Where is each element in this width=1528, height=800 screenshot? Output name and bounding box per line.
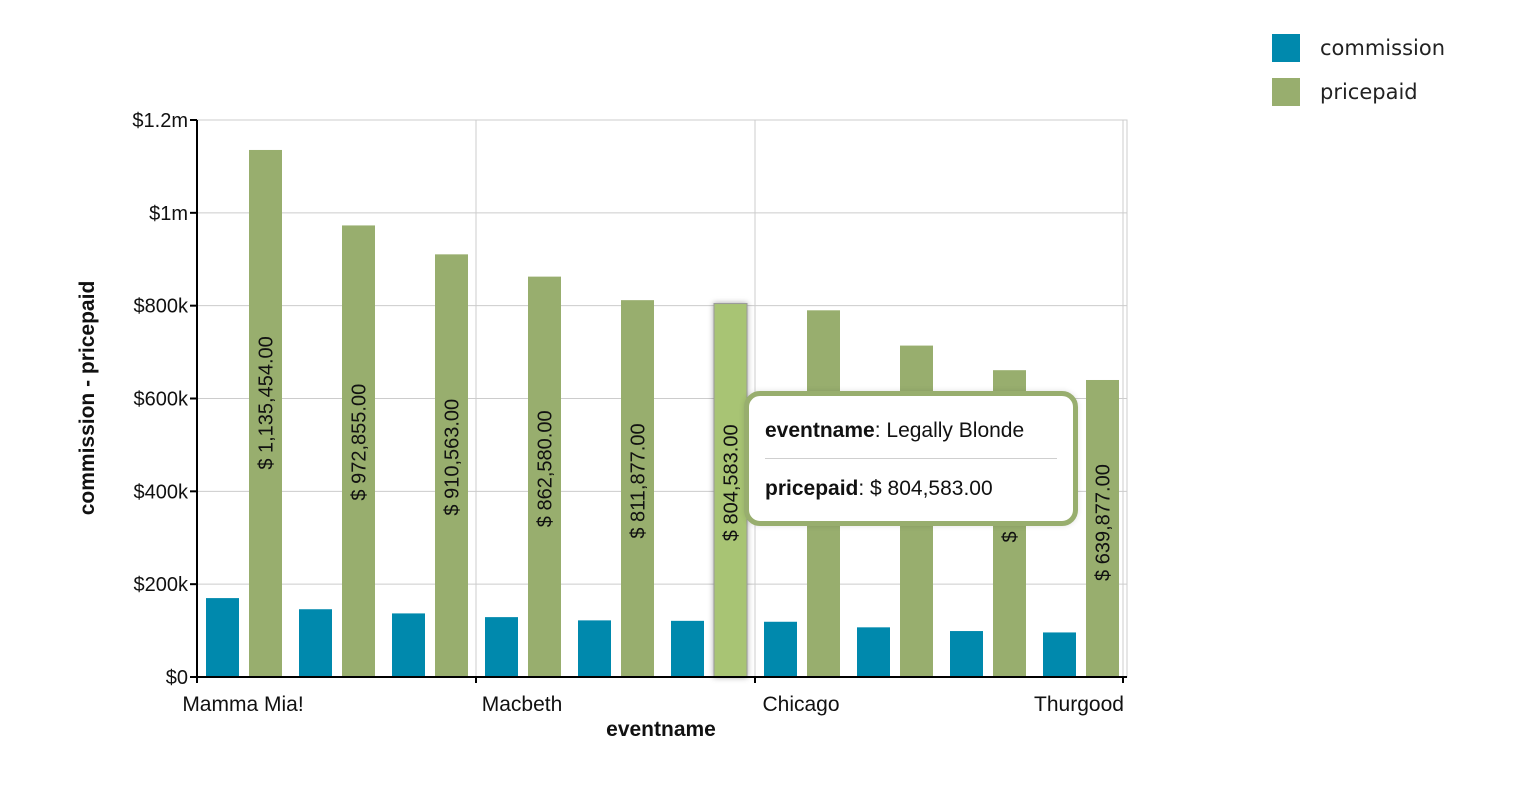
commission-bar-3 [485, 617, 518, 677]
x-tick-label-6: Chicago [762, 693, 839, 716]
pricepaid-bar-1 [342, 225, 375, 677]
y-tick-label-1: $200k [134, 574, 189, 596]
legend-swatch-commission [1272, 34, 1300, 62]
legend-swatch-pricepaid [1272, 78, 1300, 106]
pricepaid-bar-2 [435, 254, 468, 678]
commission-bar-7 [857, 627, 890, 677]
commission-bar-2 [392, 613, 425, 677]
commission-bar-1 [299, 609, 332, 677]
tooltip-pricepaid-key: pricepaid [765, 477, 859, 500]
pricepaid-data-label-2: $ 910,563.00 [442, 399, 464, 516]
commission-bar-0 [206, 598, 239, 677]
tooltip-pricepaid-row: pricepaid: $ 804,583.00 [765, 472, 1057, 506]
x-axis-title: eventname [606, 718, 716, 741]
y-tick-label-3: $600k [134, 389, 189, 411]
tooltip-eventname-value: : Legally Blonde [874, 419, 1025, 442]
tooltip-separator [765, 458, 1057, 459]
legend-item-commission[interactable]: commission [1272, 26, 1445, 70]
hover-tooltip: eventname: Legally Blonde pricepaid: $ 8… [744, 391, 1078, 526]
pricepaid-data-label-5: $ 804,583.00 [721, 424, 743, 541]
tooltip-eventname-row: eventname: Legally Blonde [765, 414, 1057, 448]
x-tick-label-3: Macbeth [482, 693, 563, 716]
y-axis-title: commission - pricepaid [76, 281, 99, 516]
x-tick-label-0: Mamma Mia! [182, 693, 303, 716]
commission-bar-9 [1043, 632, 1076, 677]
pricepaid-bar-0 [249, 149, 282, 678]
pricepaid-data-label-3: $ 862,580.00 [535, 410, 557, 527]
legend-item-pricepaid[interactable]: pricepaid [1272, 70, 1445, 114]
legend-label-commission: commission [1320, 36, 1446, 60]
commission-bar-5 [671, 620, 704, 677]
pricepaid-data-label-0: $ 1,135,454.00 [256, 336, 278, 469]
y-tick-label-4: $800k [134, 296, 189, 318]
pricepaid-bar-5 [713, 303, 748, 678]
axes: $0 $200k $400k $600k $800k $1m $1.2m Mamma Mia!… [132, 110, 1127, 716]
x-tick-label-9: Thurgood [1034, 693, 1124, 716]
pricepaid-data-label-4: $ 811,877.00 [628, 423, 650, 538]
commission-bar-6 [764, 621, 797, 677]
legend: commission pricepaid [1272, 26, 1445, 114]
pricepaid-data-label-9: $ 639,877.00 [1093, 464, 1115, 581]
y-tick-label-0: $0 [166, 667, 188, 689]
legend-label-pricepaid: pricepaid [1320, 80, 1418, 104]
y-tick-label-2: $400k [134, 481, 189, 503]
commission-bar-4 [578, 620, 611, 677]
pricepaid-bar-4 [621, 300, 654, 677]
commission-bar-8 [950, 631, 983, 677]
y-tick-label-5: $1m [149, 203, 188, 225]
tooltip-eventname-key: eventname [765, 419, 875, 442]
tooltip-pricepaid-value: : $ 804,583.00 [858, 477, 993, 500]
pricepaid-bar-9 [1086, 379, 1119, 677]
pricepaid-bar-3 [528, 276, 561, 677]
y-tick-label-6: $1.2m [132, 110, 188, 132]
pricepaid-data-label-1: $ 972,855.00 [349, 384, 371, 501]
